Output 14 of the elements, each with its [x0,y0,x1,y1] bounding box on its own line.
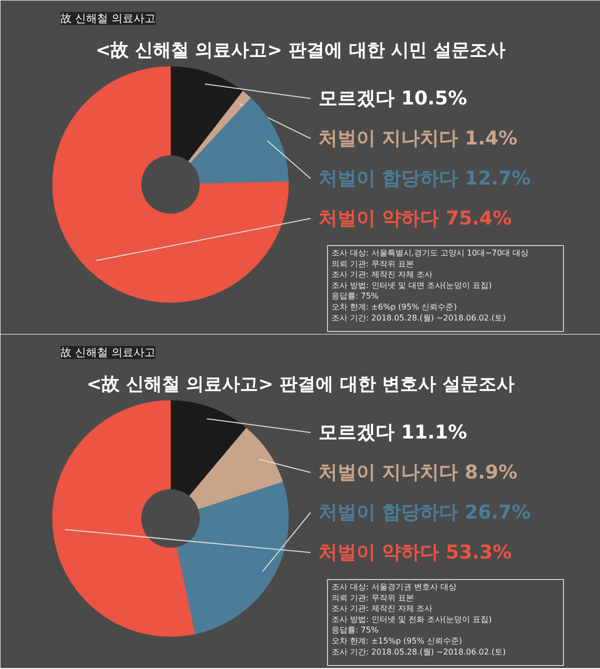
text: 故 신해철 의료사고 [60,346,156,359]
text: 故 신해철 의료사고 [60,12,156,25]
slice-label: 처벌이 지나치다 8.9% [318,462,518,484]
text: 조사 대상: 서울특별시,경기도 고양시 10대~70대 대상 의뢰 기관: 무작위 표본 조사 기관: 제작진 자체 조사 조사 방법: 인터넷 및 대면 조사(눈덩이 표집) 응답률: 75% 오차 한계: ±6%p (95% 신뢰수준) 조사 기간: 2018.05.28.(월) ~2018.06.02.(토) [332,248,529,322]
text: 조사 대상: 서울경기권 변호사 대상 의뢰 기관: 무작위 표본 조사 기관: 제작진 자체 조사 조사 방법: 인터넷 및 전화 조사(눈덩이 표집) 응답률: 75% 오차 한계: ±15%p (95% 신뢰수준) 조사 기간: 2018.05.28.(월) ~2018.06.02.(토) [332,582,506,656]
chart-title: <故 신해철 의료사고> 판결에 대한 변호사 설문조사 [86,374,514,395]
slice-label: 처벌이 약하다 75.4% [318,208,512,230]
slice-label: 처벌이 합당하다 12.7% [318,168,531,190]
chart-title: <故 신해철 의료사고> 판결에 대한 시민 설문조사 [96,40,506,61]
slice-label: 모르겠다 11.1% [318,422,468,444]
slice-label: 모르겠다 10.5% [318,88,468,110]
slice-label: 처벌이 약하다 53.3% [318,542,512,564]
slice-label: 처벌이 합당하다 26.7% [318,502,531,524]
slice-label: 처벌이 지나치다 1.4% [318,128,518,150]
